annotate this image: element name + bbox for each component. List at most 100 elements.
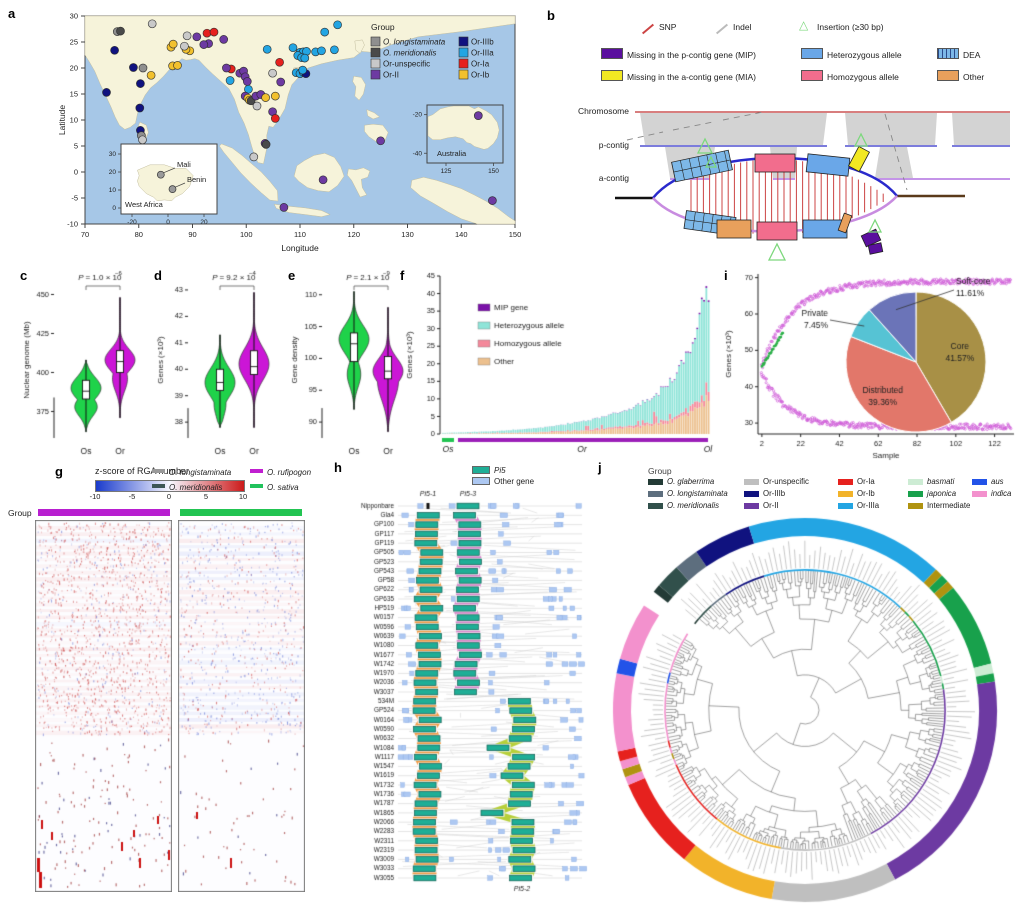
landmass-borneo xyxy=(293,153,345,193)
rga-legend-3: O. rufipogon xyxy=(250,468,311,477)
legend-snp: SNP xyxy=(659,22,677,32)
svg-text:150: 150 xyxy=(488,168,499,175)
landmass-newguinea xyxy=(410,176,516,225)
pi5-legend-swatch xyxy=(472,477,490,485)
other-box-small xyxy=(837,212,853,234)
legend-label: Or-Ia xyxy=(471,60,490,69)
inset-label-mali: Mali xyxy=(177,160,191,169)
insertion-triangle xyxy=(853,132,869,147)
lon-tick: 150 xyxy=(509,230,522,239)
legend-label: O. meridionalis xyxy=(383,49,436,58)
rga-group-bar-sativa xyxy=(180,509,302,516)
legend-indel: Indel xyxy=(733,22,752,32)
colorbar-tick: -10 xyxy=(89,492,101,501)
legend-label: Or-unspecific xyxy=(383,60,430,69)
heterozygous-box xyxy=(805,153,851,177)
legend-dea-swatch xyxy=(937,48,959,59)
lon-tick: 100 xyxy=(240,230,253,239)
panel-label-h: h xyxy=(334,460,342,475)
alignment-block xyxy=(875,147,913,178)
pi5-legend-1: Pi5 xyxy=(472,466,506,475)
sample-dot xyxy=(135,103,145,113)
rga-legend-swatch xyxy=(250,484,263,488)
pangenome-curve-pie xyxy=(722,266,1021,466)
map-panel: 70 80 90 100 110 120 130 140 150-10-505101520253… xyxy=(57,12,522,254)
sample-dot xyxy=(252,101,262,111)
svg-text:20: 20 xyxy=(109,169,117,176)
track-label-a-contig: a-contig xyxy=(598,173,629,183)
legend-hom: Homozygous allele xyxy=(801,70,899,82)
dashed-guide xyxy=(884,113,908,191)
lat-tick: 5 xyxy=(74,142,78,151)
rga-legend-4: O. sativa xyxy=(250,483,299,492)
inset-west-africa: Mali Benin West Africa -20 0 20 0 10 20 30 xyxy=(109,143,218,226)
rga-legend-2: O. meridionalis xyxy=(152,483,222,492)
map-xlabel: Longitude xyxy=(281,243,319,253)
lon-tick: 90 xyxy=(188,230,196,239)
alignment-block xyxy=(952,113,1010,145)
sample-dot xyxy=(110,45,119,55)
sample-dot xyxy=(173,61,182,70)
lat-tick: 15 xyxy=(70,90,78,99)
pi5-legend-2: Other gene xyxy=(472,477,534,486)
rga-legend-swatch xyxy=(152,469,165,473)
sample-dot xyxy=(320,27,330,37)
stacked-bar-genes xyxy=(398,266,720,466)
violin-gene-density xyxy=(286,266,418,466)
rga-heatmap-right xyxy=(178,520,305,892)
sample-dot-mali xyxy=(156,170,165,179)
colorbar-tick: 10 xyxy=(238,492,248,501)
landmass-west-africa xyxy=(137,164,194,202)
sample-dot xyxy=(261,140,271,149)
landmass-luzon xyxy=(352,76,366,101)
other-box xyxy=(716,219,752,239)
sample-dot xyxy=(262,44,272,54)
legend-swatch xyxy=(458,47,469,58)
track-label-p-contig: p-contig xyxy=(598,140,629,150)
insertion-triangle xyxy=(867,218,883,233)
rga-colorbar xyxy=(95,480,245,492)
sample-dot xyxy=(242,77,252,86)
sample-dot xyxy=(288,43,298,53)
lat-tick: 25 xyxy=(70,38,78,47)
mip-box xyxy=(867,242,884,255)
landmass-visayas xyxy=(366,109,381,120)
insertion-triangle-icon: △ xyxy=(799,18,809,32)
sample-dot xyxy=(102,88,111,97)
dashed-guide xyxy=(722,111,764,121)
legend-label: Or-IIIa xyxy=(471,49,494,58)
sample-dot xyxy=(138,135,147,145)
legend-swatch xyxy=(370,47,381,58)
svg-text:0: 0 xyxy=(166,219,170,226)
homozygous-box xyxy=(754,153,796,173)
sample-dot xyxy=(268,68,277,78)
rga-legend-swatch xyxy=(250,469,263,473)
rga-legend-1: O. longistaminata xyxy=(152,468,231,477)
legend-insertion: Insertion (≥30 bp) xyxy=(817,22,884,32)
sample-dot xyxy=(376,136,385,146)
rga-group-bar-rufipogon xyxy=(38,509,170,516)
sample-dot xyxy=(225,76,235,85)
svg-text:-20: -20 xyxy=(127,219,137,226)
sample-dot xyxy=(300,53,310,63)
sample-dot xyxy=(116,26,125,36)
svg-text:10: 10 xyxy=(109,187,117,194)
sample-dot xyxy=(199,40,209,49)
track-label-chromosome: Chromosome xyxy=(577,106,629,116)
legend-label: O. longistaminata xyxy=(383,38,446,47)
svg-text:-20: -20 xyxy=(413,112,423,119)
circular-phylogenetic-tree xyxy=(588,462,1021,907)
lon-tick: 70 xyxy=(81,230,89,239)
mia-box xyxy=(847,145,871,173)
sample-dot xyxy=(249,152,259,162)
sample-dot xyxy=(318,175,328,185)
colorbar-tick: 5 xyxy=(203,492,209,501)
lon-tick: 120 xyxy=(347,230,360,239)
inset-australia: Australia 125 150 -20 -40 xyxy=(413,104,504,175)
legend-het: Heterozygous allele xyxy=(801,48,902,60)
colorbar-tick: 0 xyxy=(166,492,172,501)
sample-dot xyxy=(168,39,178,49)
map-ylabel: Latitude xyxy=(57,105,67,136)
sample-dot xyxy=(147,19,157,29)
sample-dot xyxy=(146,70,156,80)
